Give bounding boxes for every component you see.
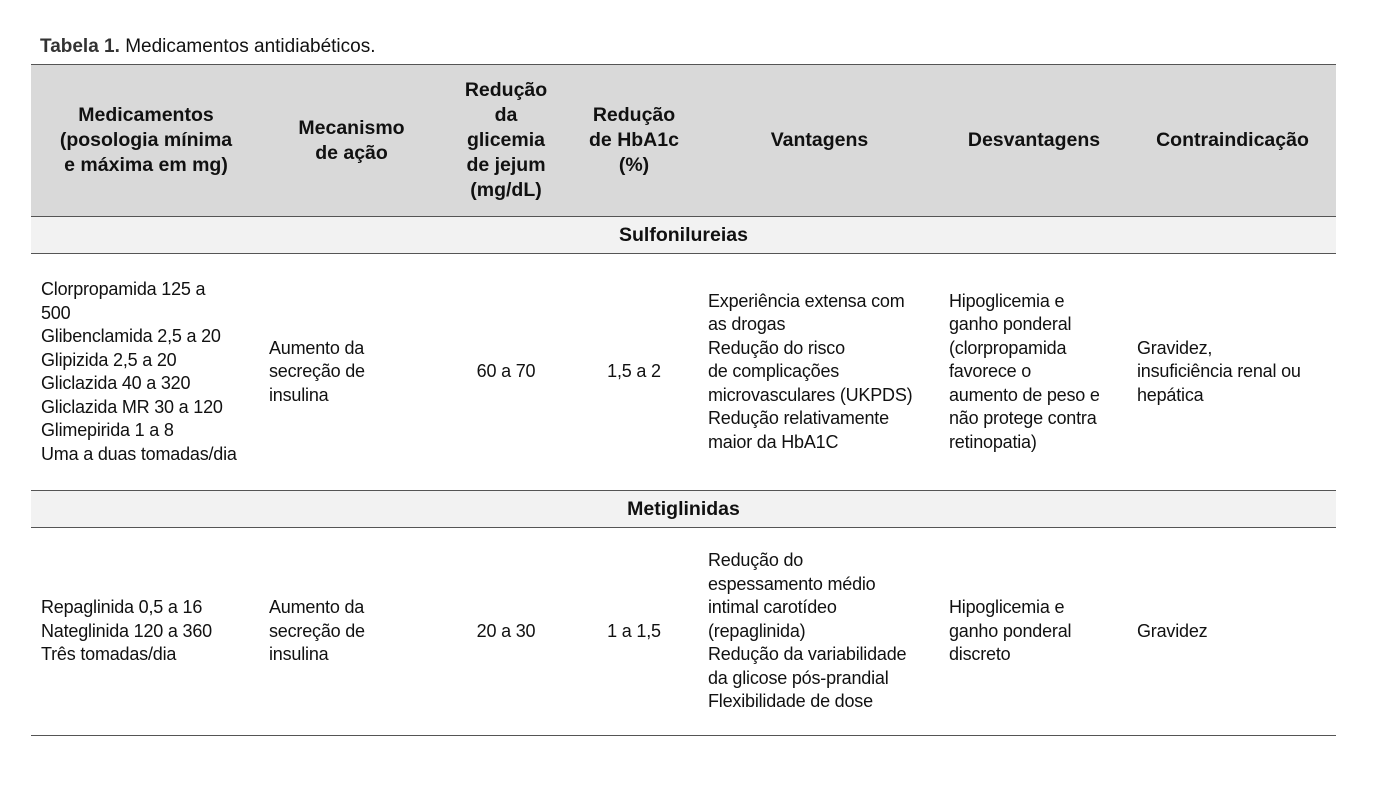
section-row-sulfonilureias: Sulfonilureias [31, 216, 1336, 254]
section-title: Sulfonilureias [31, 216, 1336, 254]
table-caption-label: Tabela 1. [40, 36, 120, 57]
cell-reducao-hba1c: 1,5 a 2 [568, 253, 698, 491]
cell-mecanismo: Aumento da secreção de insulina [259, 253, 442, 491]
table-caption: Tabela 1. Medicamentos antidiabéticos. [40, 36, 376, 58]
cell-contraindicacao: Gravidez, insuficiência renal ou hepátic… [1127, 253, 1336, 491]
header-medicamentos: Medicamentos (posologia mínima e máxima em… [31, 64, 259, 217]
cell-contraindicacao: Gravidez [1127, 527, 1336, 736]
cell-vantagens: Experiência extensa com as drogas Reduçã… [698, 253, 939, 491]
header-contraindicacao: Contraindicação [1127, 64, 1336, 217]
header-mecanismo: Mecanismo de ação [259, 64, 442, 217]
table-row: Repaglinida 0,5 a 16 Nateglinida 120 a 3… [31, 527, 1336, 736]
header-vantagens: Vantagens [698, 64, 939, 217]
cell-medicamentos: Repaglinida 0,5 a 16 Nateglinida 120 a 3… [31, 527, 259, 736]
header-reducao-glicemia: Redução da glicemia de jejum (mg/dL) [442, 64, 568, 217]
table-row: Clorpropamida 125 a 500 Glibenclamida 2,… [31, 253, 1336, 491]
header-desvantagens: Desvantagens [939, 64, 1127, 217]
antidiabetic-drugs-table: Medicamentos (posologia mínima e máxima em… [31, 64, 1336, 736]
cell-mecanismo: Aumento da secreção de insulina [259, 527, 442, 736]
table-caption-text: Medicamentos antidiabéticos. [125, 36, 376, 57]
section-row-metiglinidas: Metiglinidas [31, 490, 1336, 528]
section-title: Metiglinidas [31, 490, 1336, 528]
cell-desvantagens: Hipoglicemia e ganho ponderal discreto [939, 527, 1127, 736]
cell-reducao-glicemia: 60 a 70 [442, 253, 568, 491]
header-reducao-hba1c: Redução de HbA1c (%) [568, 64, 698, 217]
cell-desvantagens: Hipoglicemia e ganho ponderal (clorpropa… [939, 253, 1127, 491]
cell-vantagens: Redução do espessamento médio intimal ca… [698, 527, 939, 736]
table-header-row: Medicamentos (posologia mínima e máxima em… [31, 64, 1336, 217]
cell-reducao-hba1c: 1 a 1,5 [568, 527, 698, 736]
cell-medicamentos: Clorpropamida 125 a 500 Glibenclamida 2,… [31, 253, 259, 491]
cell-reducao-glicemia: 20 a 30 [442, 527, 568, 736]
